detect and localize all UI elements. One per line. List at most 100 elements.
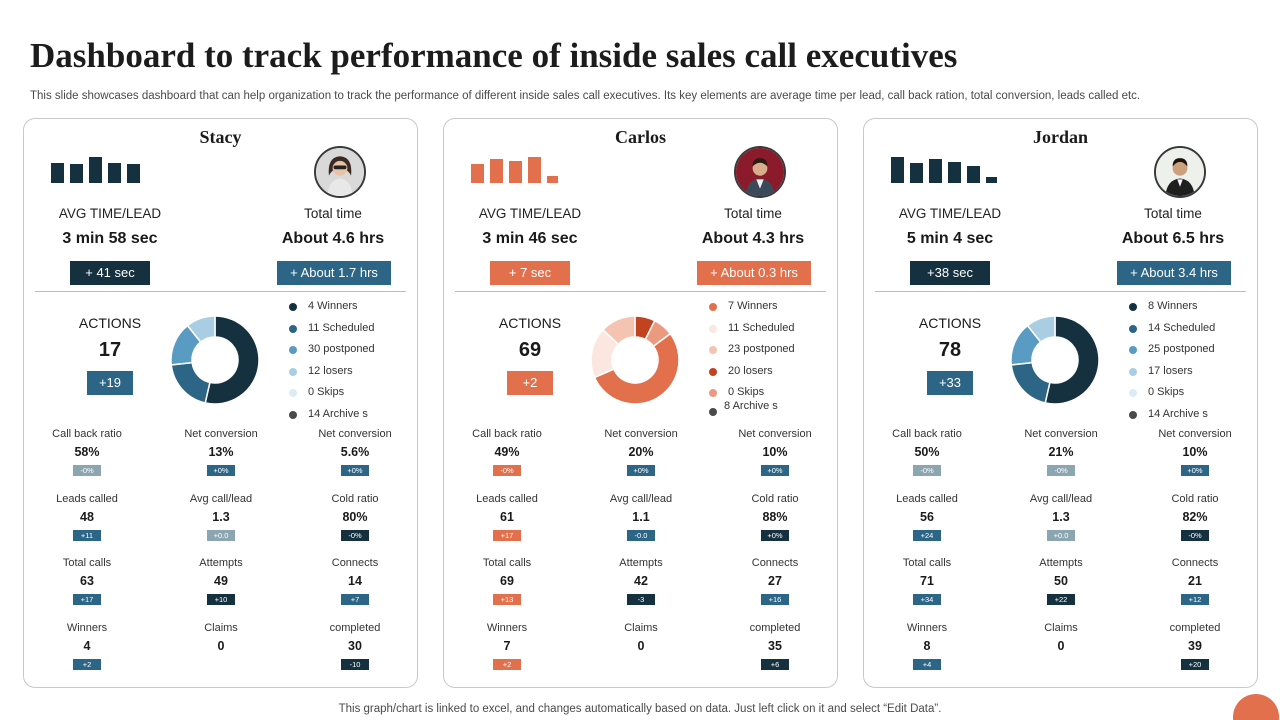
legend-dot xyxy=(289,367,297,376)
executive-card-jordan: Jordan AVG TIME/LEAD 5 min 4 sec +38 sec Tot… xyxy=(863,118,1258,688)
metric-change-badge: +20 xyxy=(1181,658,1209,670)
total-time-label: Total time xyxy=(1144,206,1202,221)
metric-change-badge: +6 xyxy=(761,658,789,670)
avg-time-label: AVG TIME/LEAD xyxy=(898,206,1002,221)
metric-change-badge: +0.0 xyxy=(207,529,235,541)
metric-label: Leads called xyxy=(896,492,958,505)
executive-card-stacy: Stacy AVG TIME/LEAD 3 min 58 sec + 41 sec To… xyxy=(23,118,418,688)
metric-change-badge: +0% xyxy=(761,465,789,476)
metric-value: 10% xyxy=(762,445,788,459)
metric-label: Connects xyxy=(331,557,379,569)
metric-label: Avg call/lead xyxy=(1029,492,1093,505)
metric-winners: Winners 7 +2 xyxy=(442,621,572,672)
metric-cold-ratio: Cold ratio 80% -0% xyxy=(290,492,420,543)
actions-change-badge: +2 xyxy=(507,371,553,395)
total-time-change-badge: + About 0.3 hrs xyxy=(697,261,811,285)
metric-change-badge: +2 xyxy=(493,658,521,670)
legend-label: 12 losers xyxy=(308,364,353,377)
metric-leads-called: Leads called 48 +11 xyxy=(22,492,152,543)
metric-change-badge: +13 xyxy=(493,594,521,605)
activity-sparkline xyxy=(891,155,997,183)
footer-note: This graph/chart is linked to excel, and… xyxy=(338,703,942,715)
metric-label: Leads called xyxy=(476,492,538,505)
activity-sparkline xyxy=(471,155,571,183)
donut-slice-3 xyxy=(186,315,216,344)
donut-slice-2 xyxy=(593,332,680,405)
legend-label: 11 Scheduled xyxy=(728,321,795,334)
sparkline-bar xyxy=(967,166,980,183)
metric-value: 56 xyxy=(920,509,934,524)
legend-dot xyxy=(1129,324,1137,333)
sparkline-bar xyxy=(929,159,942,183)
donut-slice-1 xyxy=(1010,361,1051,404)
legend-dot xyxy=(1129,389,1137,397)
total-time-value: About 4.6 hrs xyxy=(281,230,385,247)
metric-label: completed xyxy=(1169,621,1221,634)
metric-change-badge: +17 xyxy=(493,529,521,541)
metric-label: Avg call/lead xyxy=(189,492,253,505)
metric-change-badge: +4 xyxy=(913,658,941,670)
legend-label: 11 Scheduled xyxy=(308,321,375,334)
man-in-suit-icon xyxy=(1154,146,1206,198)
sparkline-bar xyxy=(891,157,904,183)
metric-value: 69 xyxy=(500,574,514,588)
legend-label: 20 losers xyxy=(728,364,773,377)
metric-label: Call back ratio xyxy=(892,428,962,440)
total-time-change-badge: + About 3.4 hrs xyxy=(1117,261,1231,285)
metric-change-badge: -10 xyxy=(341,658,369,670)
metric-call-back-ratio: Call back ratio 49% -0% xyxy=(442,427,572,478)
legend-label: 25 postponed xyxy=(1148,343,1215,355)
metric-change-badge: -0% xyxy=(1181,529,1209,541)
metric-value: 61 xyxy=(500,509,514,524)
metric-label: Cold ratio xyxy=(331,492,379,505)
metric-change-badge: +16 xyxy=(761,594,789,605)
metric-label: Leads called xyxy=(56,492,118,505)
section-divider xyxy=(455,291,826,292)
sparkline-bar xyxy=(490,159,503,183)
legend-dot xyxy=(709,389,717,397)
metric-label: Net conversion xyxy=(604,428,678,440)
metric-completed: completed 39 +20 xyxy=(1130,621,1260,672)
donut-slice-1 xyxy=(170,361,211,404)
actions-label: ACTIONS xyxy=(918,315,982,331)
total-time-change-badge: + About 1.7 hrs xyxy=(277,261,391,285)
donut-slice-0 xyxy=(204,315,260,405)
avg-time-change-badge: +38 sec xyxy=(910,261,990,285)
metric-avg-call-lead: Avg call/lead 1.1 -0.0 xyxy=(576,492,706,543)
legend-label: 0 Skips xyxy=(1148,386,1185,398)
metric-label: Winners xyxy=(906,621,948,634)
metric-value: 58% xyxy=(74,445,100,459)
legend-dot xyxy=(709,408,717,416)
metric-change-badge: +0% xyxy=(207,465,235,476)
legend-label: 7 Winners xyxy=(728,300,778,312)
metric-value: 0 xyxy=(637,638,645,653)
sparkline-bar xyxy=(108,163,121,183)
sparkline-bar xyxy=(127,164,140,183)
legend-dot xyxy=(289,389,297,397)
metric-leads-called: Leads called 56 +24 xyxy=(862,492,992,543)
sparkline-bar xyxy=(509,161,522,183)
metric-value: 20% xyxy=(628,445,654,459)
legend-label: 0 Skips xyxy=(728,386,765,398)
metric-value: 49% xyxy=(494,445,520,459)
actions-label: ACTIONS xyxy=(498,315,562,331)
avg-time-label: AVG TIME/LEAD xyxy=(478,206,582,221)
page-subtitle: This slide showcases dashboard that can … xyxy=(30,90,1141,102)
total-time-value: About 6.5 hrs xyxy=(1121,230,1225,247)
metric-value: 50% xyxy=(914,445,940,459)
metric-value: 48 xyxy=(80,509,94,524)
metric-attempts: Attempts 49 +10 xyxy=(156,556,286,607)
metric-label: Total calls xyxy=(902,557,952,569)
metric-change-badge: +12 xyxy=(1181,594,1209,605)
legend-label: 8 Winners xyxy=(1148,300,1198,312)
total-time-label: Total time xyxy=(304,206,362,221)
actions-value: 69 xyxy=(518,339,542,361)
metric-value: 5.6% xyxy=(340,445,370,459)
legend-dot xyxy=(289,303,297,311)
metric-label: Cold ratio xyxy=(1171,492,1219,505)
actions-value: 17 xyxy=(98,339,122,361)
metric-leads-called: Leads called 61 +17 xyxy=(442,492,572,543)
metric-connects: Connects 14 +7 xyxy=(290,556,420,607)
man-red-background-icon xyxy=(734,146,786,198)
metric-value: 42 xyxy=(634,574,648,588)
